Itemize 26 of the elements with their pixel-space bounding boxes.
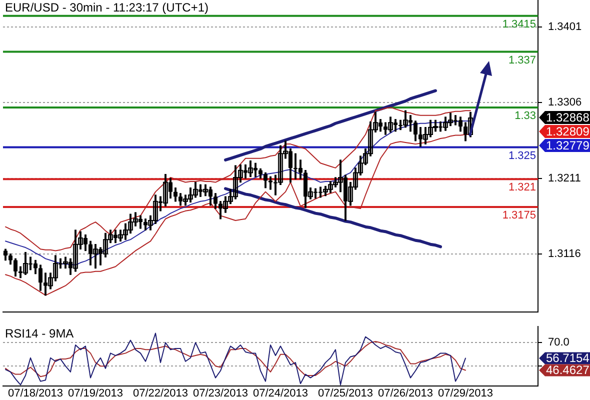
x-tick-label: 07/26/2013 (378, 388, 434, 400)
y-tick-label: 1.3116 (548, 248, 581, 260)
text: 1.32779 (546, 138, 590, 152)
ref-line-label: 1.3175 (502, 209, 536, 222)
y-tick-label: 1.3401 (548, 21, 582, 34)
ref-line-label: 1.325 (508, 150, 536, 162)
y-tick-label: 1.3211 (548, 172, 581, 184)
ref-line-label: 1.321 (508, 182, 536, 194)
x-tick-label: 07/19/2013 (68, 388, 124, 400)
x-tick-label: 07/29/2013 (438, 388, 494, 400)
chart-title: EUR/USD - 30min - 11:23:17 (UTC+1) (5, 0, 209, 14)
chart-title: RSI14 - 9MA (5, 326, 74, 340)
x-tick-label: 07/24/2013 (252, 388, 308, 400)
x-tick-label: 07/18/2013 (8, 388, 64, 400)
y-tick-label: 46.4627 (546, 363, 590, 378)
y-tick-label: 70.0 (548, 336, 570, 349)
text: 1.32809 (546, 124, 590, 138)
x-tick-label: 07/25/2013 (318, 388, 374, 400)
y-tick-label: 1.3306 (548, 96, 582, 109)
y-tick-label: 56.7154 (546, 351, 590, 366)
ref-line-label: 1.3415 (502, 18, 536, 30)
x-tick-label: 07/23/2013 (192, 388, 248, 400)
x-tick-label: 07/22/2013 (132, 388, 188, 400)
ref-line-label: 1.33 (514, 110, 536, 122)
ref-line-label: 1.337 (508, 54, 536, 66)
text: 1.32868 (546, 110, 590, 124)
